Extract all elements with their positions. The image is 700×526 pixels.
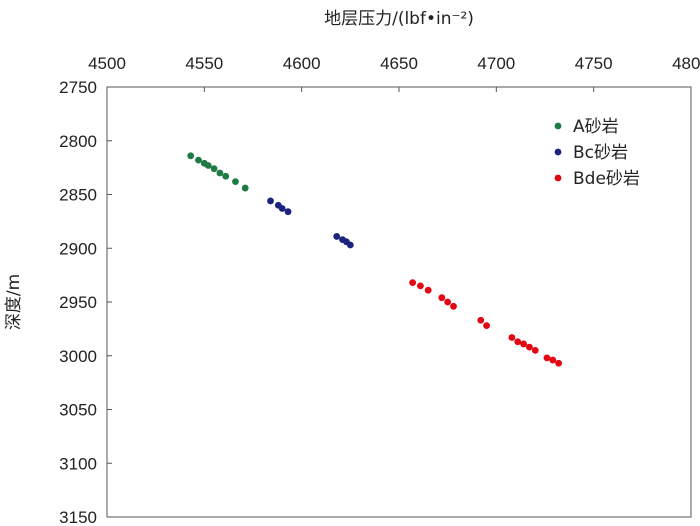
data-point: [526, 343, 533, 351]
data-point: [555, 359, 563, 367]
data-point: [549, 356, 557, 364]
x-tick-label: 4700: [477, 54, 515, 73]
data-point: [232, 178, 239, 186]
y-tick-label: 2750: [59, 78, 97, 97]
data-point: [450, 302, 457, 310]
x-tick-label: 4650: [380, 54, 418, 73]
x-tick-label: 4600: [283, 54, 321, 73]
data-point: [241, 184, 249, 192]
data-point: [508, 334, 516, 341]
y-tick-label: 3100: [59, 454, 97, 473]
data-point: [222, 172, 230, 180]
data-point: [520, 340, 527, 348]
legend: A砂岩 Bc砂岩 Bde砂岩: [554, 117, 640, 189]
legend-marker: [554, 148, 562, 156]
data-point: [424, 286, 432, 294]
data-point: [409, 279, 417, 287]
data-point: [543, 354, 551, 362]
y-tick-label: 2900: [59, 239, 97, 258]
x-tick-label: 4800: [672, 54, 700, 73]
data-point: [210, 165, 218, 173]
data-point: [216, 169, 224, 177]
x-tick-label: 4550: [185, 54, 223, 73]
data-point: [284, 208, 292, 216]
y-tick-label: 3150: [59, 508, 97, 526]
y-axis-title: 深度/m: [4, 274, 24, 330]
data-points: [187, 152, 563, 367]
data-point: [531, 346, 539, 354]
y-tick-label: 3050: [59, 401, 97, 420]
data-point: [477, 316, 485, 324]
legend-label: Bc砂岩: [573, 143, 628, 163]
data-point: [514, 338, 522, 346]
legend-marker: [554, 122, 562, 130]
data-point: [417, 282, 424, 290]
y-tick-label: 2800: [59, 132, 97, 151]
data-point: [346, 241, 354, 249]
y-tick-label: 2950: [59, 293, 97, 312]
y-tick-label: 2850: [59, 186, 97, 205]
data-point: [333, 233, 341, 240]
legend-marker: [554, 174, 562, 182]
data-point: [267, 197, 274, 205]
legend-label: A砂岩: [573, 117, 619, 137]
x-axis-ticks: 4500 4550 4600 4650 4700 4750 4800: [88, 54, 700, 92]
x-tick-label: 4750: [575, 54, 613, 73]
legend-label: Bde砂岩: [573, 169, 640, 189]
data-point: [204, 162, 212, 169]
data-point: [278, 205, 286, 212]
data-point: [187, 152, 195, 160]
data-point: [438, 294, 446, 302]
y-tick-label: 3000: [59, 347, 97, 366]
y-axis-ticks: 2750 2800 2850 2900 2950 3000 3050 3100 3150: [59, 78, 112, 526]
data-point: [483, 322, 490, 330]
data-point: [195, 156, 202, 164]
x-axis-title: 地层压力/(lbf•in⁻²): [324, 9, 474, 29]
data-point: [444, 298, 452, 306]
x-tick-label: 4500: [88, 54, 126, 73]
